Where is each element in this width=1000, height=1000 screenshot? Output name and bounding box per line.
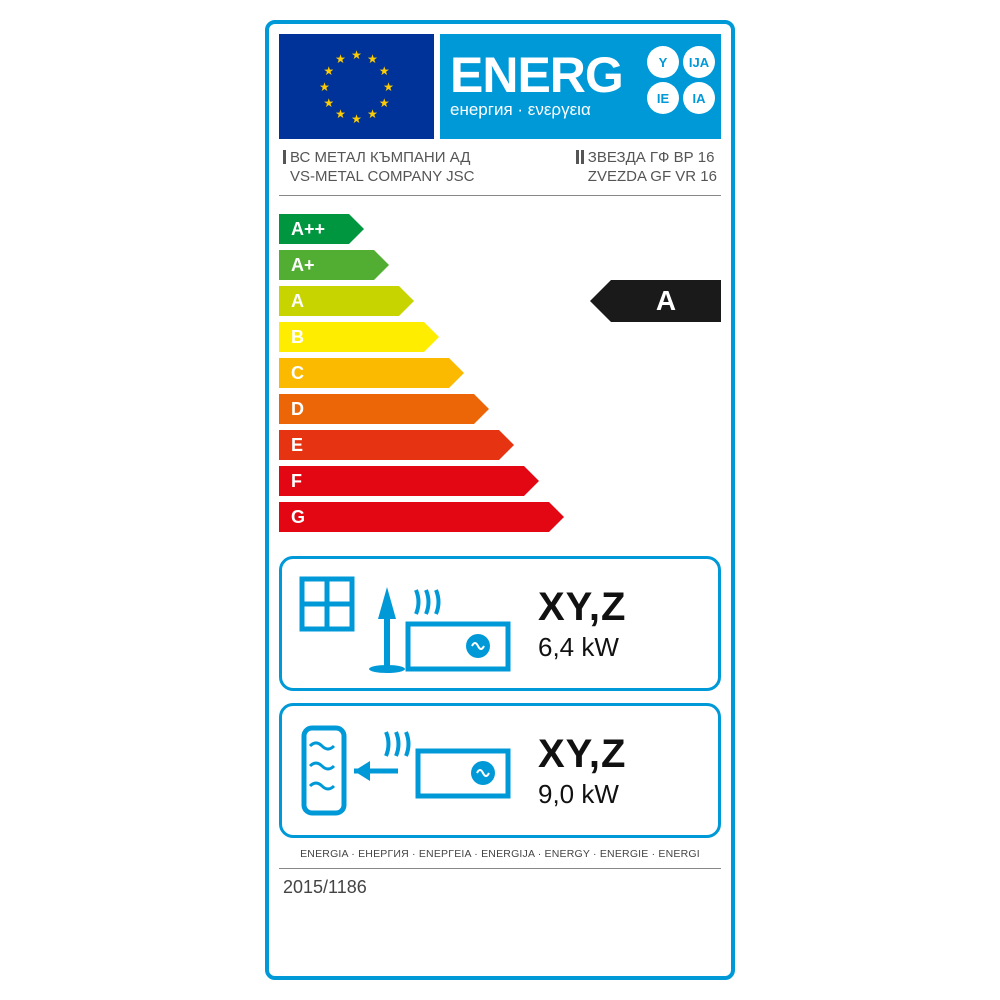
class-label: E: [291, 435, 303, 456]
regulation-number: 2015/1186: [279, 877, 721, 898]
spec2-text: XY,Z 9,0 kW: [538, 732, 702, 810]
spec-box-room-heat: XY,Z 6,4 kW: [279, 556, 721, 691]
mfg-name-local: ВС МЕТАЛ КЪМПАНИ АД: [283, 149, 474, 166]
rating-letter: A: [656, 285, 676, 317]
room-heat-icon: [298, 569, 518, 678]
class-label: D: [291, 399, 304, 420]
class-label: A++: [291, 219, 325, 240]
header: ★★★★★★★★★★★★ ENERG енергия · ενεργεια YI…: [279, 34, 721, 139]
rating-pointer: A: [611, 280, 721, 322]
class-label: F: [291, 471, 302, 492]
suffix-ija: IJA: [683, 46, 715, 78]
mfg-name-en: VS-METAL COMPANY JSC: [283, 168, 474, 185]
class-label: A+: [291, 255, 315, 276]
energ-banner: ENERG енергия · ενεργεια YIJAIEIA: [440, 34, 721, 139]
suffix-ie: IE: [647, 82, 679, 114]
spec1-value: 6,4 kW: [538, 632, 702, 663]
class-C: C: [279, 358, 449, 388]
class-F: F: [279, 466, 524, 496]
class-label: G: [291, 507, 305, 528]
model-name: ЗВЕЗДА ГФ ВР 16 ZVEZDA GF VR 16: [576, 149, 717, 185]
class-A: A: [279, 286, 399, 316]
water-heat-icon: [298, 716, 518, 825]
spec1-placeholder: XY,Z: [538, 585, 702, 630]
footer-languages: ENERGIA · ЕНЕРГИЯ · ΕΝΕΡΓΕΙΑ · ENERGIJA …: [279, 848, 721, 869]
model-en: ZVEZDA GF VR 16: [576, 168, 717, 185]
class-Aplusplus: A++: [279, 214, 349, 244]
model-local: ЗВЕЗДА ГФ ВР 16: [576, 149, 717, 166]
class-E: E: [279, 430, 499, 460]
spec1-text: XY,Z 6,4 kW: [538, 585, 702, 663]
manufacturer-block: ВС МЕТАЛ КЪМПАНИ АД VS-METAL COMPANY JSC…: [279, 149, 721, 196]
energy-label: ★★★★★★★★★★★★ ENERG енергия · ενεργεια YI…: [265, 20, 735, 980]
class-B: B: [279, 322, 424, 352]
spec2-placeholder: XY,Z: [538, 732, 702, 777]
class-label: A: [291, 291, 304, 312]
class-G: G: [279, 502, 549, 532]
suffix-y: Y: [647, 46, 679, 78]
class-D: D: [279, 394, 474, 424]
class-label: C: [291, 363, 304, 384]
manufacturer-name: ВС МЕТАЛ КЪМПАНИ АД VS-METAL COMPANY JSC: [283, 149, 474, 185]
suffix-circles: YIJAIEIA: [647, 46, 715, 114]
suffix-ia: IA: [683, 82, 715, 114]
eu-flag: ★★★★★★★★★★★★: [279, 34, 434, 139]
class-Aplus: A+: [279, 250, 374, 280]
spec2-value: 9,0 kW: [538, 779, 702, 810]
spec-box-water-heat: XY,Z 9,0 kW: [279, 703, 721, 838]
efficiency-scale: A A++A+ABCDEFG: [279, 214, 721, 544]
class-label: B: [291, 327, 304, 348]
